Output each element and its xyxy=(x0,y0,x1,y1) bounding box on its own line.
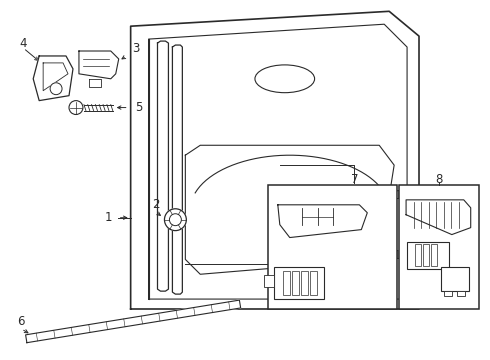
Text: 6: 6 xyxy=(18,315,25,328)
Bar xyxy=(310,271,317,295)
Circle shape xyxy=(69,100,83,114)
Text: 13: 13 xyxy=(394,189,410,202)
Text: 5: 5 xyxy=(135,101,142,114)
Bar xyxy=(264,275,274,287)
Text: 2: 2 xyxy=(152,198,159,211)
Polygon shape xyxy=(25,300,241,343)
Bar xyxy=(268,185,397,309)
Polygon shape xyxy=(278,205,368,238)
Text: 9: 9 xyxy=(336,275,343,288)
Text: 3: 3 xyxy=(132,41,139,54)
Text: 8: 8 xyxy=(435,172,442,185)
Bar xyxy=(423,244,429,266)
Ellipse shape xyxy=(255,65,315,93)
Text: 11: 11 xyxy=(417,276,433,289)
Circle shape xyxy=(165,209,186,231)
Bar xyxy=(441,267,469,291)
Polygon shape xyxy=(131,11,419,309)
Bar xyxy=(457,291,465,296)
Bar xyxy=(301,271,308,295)
Polygon shape xyxy=(406,200,471,235)
Bar xyxy=(431,244,437,266)
Bar xyxy=(407,242,449,269)
Text: 12: 12 xyxy=(368,220,383,233)
Circle shape xyxy=(170,214,181,226)
Circle shape xyxy=(50,83,62,95)
Text: 1: 1 xyxy=(105,211,113,224)
Text: 4: 4 xyxy=(20,37,27,50)
Text: 10: 10 xyxy=(393,249,409,262)
Bar xyxy=(292,271,299,295)
Bar xyxy=(444,291,452,296)
Bar xyxy=(283,271,290,295)
Bar xyxy=(415,244,421,266)
Bar xyxy=(274,267,323,299)
Polygon shape xyxy=(33,56,73,100)
Text: 7: 7 xyxy=(351,172,358,185)
Polygon shape xyxy=(79,51,119,79)
Bar xyxy=(399,185,479,309)
